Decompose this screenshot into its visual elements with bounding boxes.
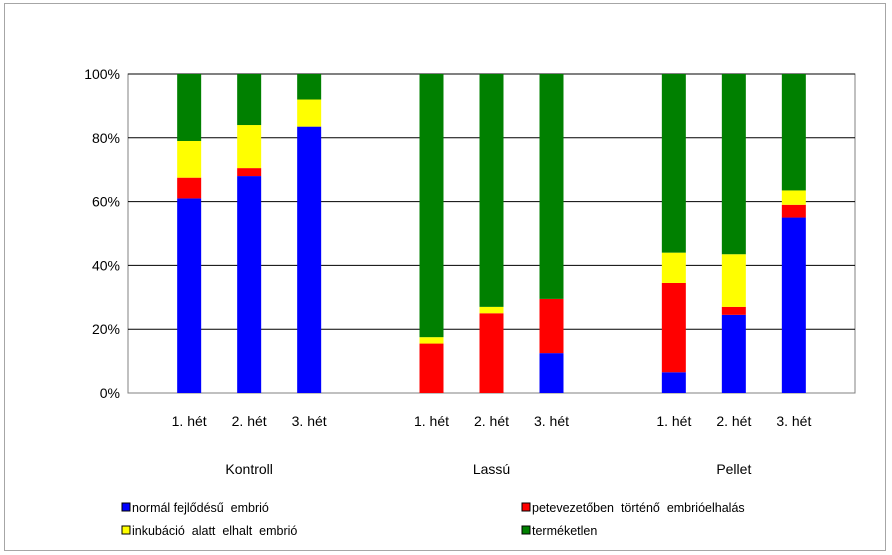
x-tick-label: 1. hét <box>172 413 207 429</box>
legend-swatch <box>521 525 531 535</box>
legend-label: normál fejlődésű embrió <box>132 501 269 515</box>
bar-segment <box>479 74 504 307</box>
bar-segment <box>781 74 806 191</box>
bar-segment <box>539 298 564 354</box>
bar-segment <box>297 74 322 100</box>
group-label: Pellet <box>716 461 751 477</box>
bar-segment <box>781 190 806 205</box>
bar-segment <box>721 306 746 315</box>
bar-segment <box>297 126 322 393</box>
bar-segment <box>177 74 202 141</box>
bar-segment <box>177 177 202 199</box>
bar-segment <box>661 74 686 253</box>
y-tick-label: 40% <box>92 257 120 273</box>
bar-segment <box>479 306 504 314</box>
y-tick-label: 0% <box>100 385 120 401</box>
bar-segment <box>661 282 686 373</box>
x-axis-ticks: 1. hét 2. hét 3. hét 1. hét 2. hét 3. hét 1. h… <box>172 413 812 429</box>
x-tick-label: 2. hét <box>232 413 267 429</box>
x-tick-label: 2. hét <box>716 413 751 429</box>
y-tick-label: 80% <box>92 130 120 146</box>
bar-segment <box>479 313 504 393</box>
bar-segment <box>419 74 444 338</box>
bar-segment <box>177 198 202 393</box>
bar-segment <box>237 168 262 177</box>
y-axis-ticks: 0% 20% 40% 60% 80% 100% <box>84 66 120 401</box>
legend-label: terméketlen <box>532 524 597 538</box>
bar-segment <box>539 74 564 299</box>
bar-segment <box>721 314 746 393</box>
bar-segment <box>297 99 322 127</box>
x-tick-label: 3. hét <box>776 413 811 429</box>
bar-segment <box>721 254 746 307</box>
x-tick-label: 1. hét <box>414 413 449 429</box>
bar-segment <box>237 74 262 126</box>
x-tick-label: 1. hét <box>656 413 691 429</box>
bar-segment <box>419 343 444 393</box>
legend-swatch <box>121 502 131 512</box>
bar-segment <box>177 140 202 178</box>
bar-segment <box>539 353 564 393</box>
legend-label: petevezetőben történő embrióelhalás <box>532 501 745 515</box>
bar-segment <box>237 125 262 169</box>
group-label: Kontroll <box>225 461 272 477</box>
legend-swatch <box>121 525 131 535</box>
legend: normál fejlődésű embrió petevezetőben tör… <box>121 501 745 538</box>
y-tick-label: 100% <box>84 66 120 82</box>
bar-segment <box>237 176 262 393</box>
x-tick-label: 3. hét <box>534 413 569 429</box>
bar-segment <box>781 217 806 393</box>
y-tick-label: 20% <box>92 321 120 337</box>
group-label: Lassú <box>473 461 510 477</box>
bar-segment <box>661 252 686 283</box>
bar-segment <box>661 372 686 393</box>
bar-segment <box>721 74 746 255</box>
group-labels: Kontroll Lassú Pellet <box>225 461 751 477</box>
legend-label: inkubáció alatt elhalt embrió <box>132 524 297 538</box>
chart-svg: 0%20%40%60%80%100% 1. hét 2. hét 3. hét 1. … <box>84 66 856 538</box>
bar-segment <box>781 204 806 218</box>
x-tick-label: 2. hét <box>474 413 509 429</box>
bar-segment <box>419 337 444 344</box>
legend-swatch <box>521 502 531 512</box>
chart-frame: 0% 20% 40% 60% 80% 100% 1. hét 2. hét 3. hét 1. … <box>4 3 886 551</box>
bars <box>177 74 806 393</box>
x-tick-label: 3. hét <box>292 413 327 429</box>
y-tick-label: 60% <box>92 194 120 210</box>
